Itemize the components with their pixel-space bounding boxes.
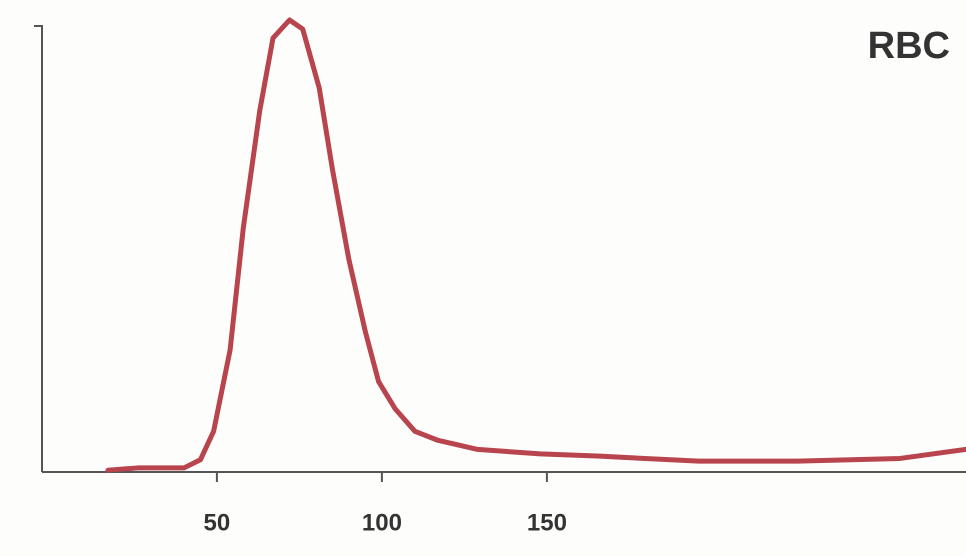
x-tick-label: 100 (362, 509, 402, 536)
x-tick-label: 50 (204, 509, 231, 536)
histogram-curve (105, 17, 966, 473)
x-tick-label: 150 (527, 509, 567, 536)
chart-title: RBC (868, 25, 950, 67)
